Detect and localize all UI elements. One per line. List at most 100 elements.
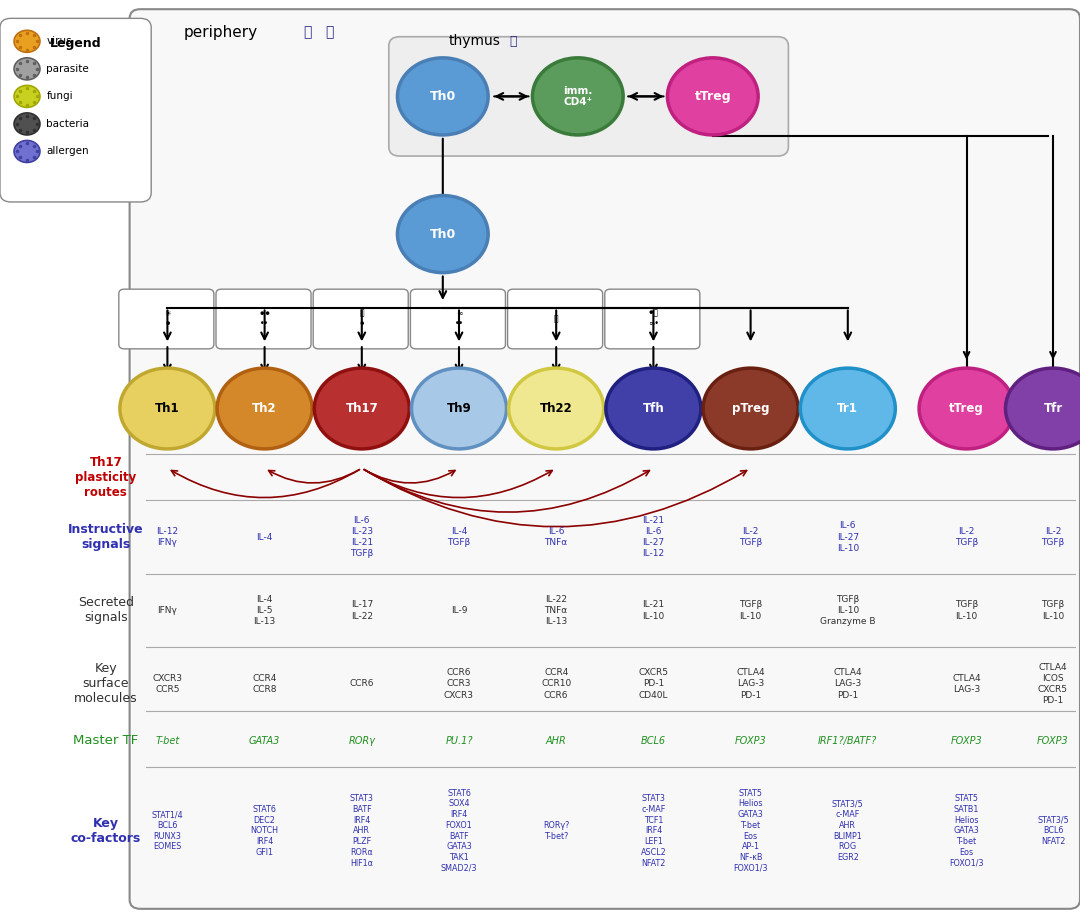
Text: Th9: Th9 <box>447 402 471 415</box>
Circle shape <box>800 368 895 449</box>
Circle shape <box>411 368 507 449</box>
Text: periphery: periphery <box>184 25 258 39</box>
Text: allergen: allergen <box>46 147 89 156</box>
Text: CCR6: CCR6 <box>350 679 374 688</box>
Text: Key
co-factors: Key co-factors <box>70 817 141 845</box>
Text: CXCR3
CCR5: CXCR3 CCR5 <box>152 674 183 694</box>
Text: IL-22
TNFα
IL-13: IL-22 TNFα IL-13 <box>544 595 568 626</box>
FancyBboxPatch shape <box>119 289 214 349</box>
Circle shape <box>14 140 40 162</box>
Text: FOXP3: FOXP3 <box>950 736 983 745</box>
Text: IL-21
IL-10: IL-21 IL-10 <box>643 600 664 621</box>
Text: bacteria: bacteria <box>46 119 90 129</box>
Text: Th2: Th2 <box>253 402 276 415</box>
Text: 🌿: 🌿 <box>554 314 558 323</box>
Text: CTLA4
ICOS
CXCR5
PD-1: CTLA4 ICOS CXCR5 PD-1 <box>1038 663 1068 705</box>
Circle shape <box>120 368 215 449</box>
Text: IL-21
IL-6
IL-27
IL-12: IL-21 IL-6 IL-27 IL-12 <box>643 516 664 558</box>
Text: CTLA4
LAG-3
PD-1: CTLA4 LAG-3 PD-1 <box>834 668 862 700</box>
Text: tTreg: tTreg <box>949 402 984 415</box>
Text: CCR6
CCR3
CXCR3: CCR6 CCR3 CXCR3 <box>444 668 474 700</box>
Text: Legend: Legend <box>50 37 102 50</box>
Text: 🌿
⚫: 🌿 ⚫ <box>359 308 365 329</box>
FancyBboxPatch shape <box>0 18 151 202</box>
Text: TGFβ
IL-10
Granzyme B: TGFβ IL-10 Granzyme B <box>820 595 876 626</box>
Text: 🫁: 🫁 <box>510 35 516 48</box>
Circle shape <box>217 368 312 449</box>
FancyBboxPatch shape <box>216 289 311 349</box>
Text: AHR: AHR <box>545 736 567 745</box>
Text: IL-9: IL-9 <box>450 606 468 615</box>
Text: STAT6
DEC2
NOTCH
IRF4
GFI1: STAT6 DEC2 NOTCH IRF4 GFI1 <box>251 805 279 856</box>
Text: RORγ?
T-bet?: RORγ? T-bet? <box>543 821 569 841</box>
Text: IL-2
TGFβ: IL-2 TGFβ <box>955 527 978 547</box>
Text: tTreg: tTreg <box>694 90 731 103</box>
Text: STAT3
BATF
IRF4
AHR
PLZF
RORα
HIF1α: STAT3 BATF IRF4 AHR PLZF RORα HIF1α <box>350 794 374 868</box>
Text: Th0: Th0 <box>430 228 456 241</box>
Circle shape <box>703 368 798 449</box>
Circle shape <box>14 85 40 107</box>
Text: IL-4: IL-4 <box>256 532 273 542</box>
Text: PU.1?: PU.1? <box>445 736 473 745</box>
Circle shape <box>14 113 40 135</box>
Text: FOXP3: FOXP3 <box>734 736 767 745</box>
Text: Th0: Th0 <box>430 90 456 103</box>
Text: CTLA4
LAG-3
PD-1: CTLA4 LAG-3 PD-1 <box>737 668 765 700</box>
FancyBboxPatch shape <box>410 289 505 349</box>
Text: STAT3/5
BCL6
NFAT2: STAT3/5 BCL6 NFAT2 <box>1037 815 1069 846</box>
FancyBboxPatch shape <box>605 289 700 349</box>
Text: Secreted
signals: Secreted signals <box>78 597 134 624</box>
Text: IRF1?/BATF?: IRF1?/BATF? <box>819 736 877 745</box>
Text: STAT3
c-MAF
TCF1
IRF4
LEF1
ASCL2
NFAT2: STAT3 c-MAF TCF1 IRF4 LEF1 ASCL2 NFAT2 <box>640 794 666 868</box>
Circle shape <box>606 368 701 449</box>
FancyBboxPatch shape <box>130 9 1080 909</box>
Text: IL-6
IL-27
IL-10: IL-6 IL-27 IL-10 <box>837 521 859 553</box>
Text: GATA3: GATA3 <box>248 736 281 745</box>
FancyBboxPatch shape <box>508 289 603 349</box>
Circle shape <box>14 58 40 80</box>
Text: FOXP3: FOXP3 <box>1037 736 1069 745</box>
Text: STAT6
SOX4
IRF4
FOXO1
BATF
GATA3
TAK1
SMAD2/3: STAT6 SOX4 IRF4 FOXO1 BATF GATA3 TAK1 SM… <box>441 789 477 873</box>
Text: ∞
••: ∞ •• <box>455 308 463 329</box>
Text: IL-2
TGFβ: IL-2 TGFβ <box>739 527 762 547</box>
Circle shape <box>1005 368 1080 449</box>
Text: TGFβ
IL-10: TGFβ IL-10 <box>739 600 762 621</box>
Text: IL-4
TGFβ: IL-4 TGFβ <box>447 527 471 547</box>
Text: Tfr: Tfr <box>1043 402 1063 415</box>
Text: Th1: Th1 <box>156 402 179 415</box>
Circle shape <box>667 58 758 135</box>
Text: Instructive
signals: Instructive signals <box>68 523 144 551</box>
Text: Th17
plasticity
routes: Th17 plasticity routes <box>76 456 136 498</box>
Text: IL-12
IFNγ: IL-12 IFNγ <box>157 527 178 547</box>
Text: CCR4
CCR8: CCR4 CCR8 <box>253 674 276 694</box>
Text: Tr1: Tr1 <box>837 402 859 415</box>
Circle shape <box>314 368 409 449</box>
FancyBboxPatch shape <box>389 37 788 156</box>
Text: fungi: fungi <box>46 92 73 101</box>
Text: TGFβ
IL-10: TGFβ IL-10 <box>955 600 978 621</box>
Text: CCR4
CCR10
CCR6: CCR4 CCR10 CCR6 <box>541 668 571 700</box>
Text: STAT5
SATB1
Helios
GATA3
T-bet
Eos
FOXO1/3: STAT5 SATB1 Helios GATA3 T-bet Eos FOXO1… <box>949 794 984 868</box>
Text: 🐦: 🐦 <box>303 25 312 39</box>
Text: CTLA4
LAG-3: CTLA4 LAG-3 <box>953 674 981 694</box>
Text: ⚫🌿
∞•: ⚫🌿 ∞• <box>648 308 659 329</box>
Text: BCL6: BCL6 <box>640 736 666 745</box>
Text: pTreg: pTreg <box>732 402 769 415</box>
Text: Tfh: Tfh <box>643 402 664 415</box>
Text: parasite: parasite <box>46 64 90 73</box>
Circle shape <box>509 368 604 449</box>
Text: thymus: thymus <box>448 34 500 49</box>
Text: STAT3/5
c-MAF
AHR
BLIMP1
ROG
EGR2: STAT3/5 c-MAF AHR BLIMP1 ROG EGR2 <box>832 800 864 862</box>
Text: STAT1/4
BCL6
RUNX3
EOMES: STAT1/4 BCL6 RUNX3 EOMES <box>151 811 184 851</box>
Text: IFNγ: IFNγ <box>158 606 177 615</box>
Text: STAT5
Helios
GATA3
T-bet
Eos
AP-1
NF-κB
FOXO1/3: STAT5 Helios GATA3 T-bet Eos AP-1 NF-κB … <box>733 789 768 873</box>
Text: IL-17
IL-22: IL-17 IL-22 <box>351 600 373 621</box>
Text: RORγ: RORγ <box>349 736 375 745</box>
Text: 🦋: 🦋 <box>325 25 334 39</box>
Text: ⚫⚫
••: ⚫⚫ •• <box>258 308 271 329</box>
Text: T-bet: T-bet <box>156 736 179 745</box>
Text: Th17: Th17 <box>346 402 378 415</box>
Text: IL-4
IL-5
IL-13: IL-4 IL-5 IL-13 <box>254 595 275 626</box>
Circle shape <box>919 368 1014 449</box>
Text: ☀
⚫: ☀ ⚫ <box>164 308 171 329</box>
